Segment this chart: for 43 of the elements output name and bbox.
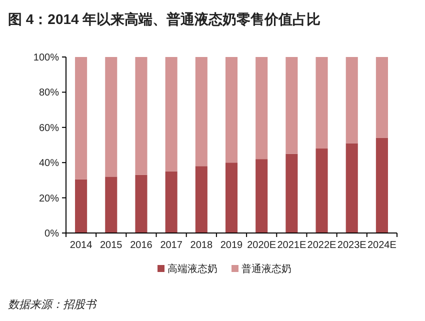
source-note: 数据来源：招股书 [8, 298, 98, 311]
bar [376, 138, 388, 233]
x-tick-label: 2020E [247, 240, 276, 251]
x-tick-label: 2024E [367, 240, 397, 251]
bar [286, 57, 298, 154]
bar [346, 57, 358, 144]
y-tick-label: 60% [38, 122, 60, 134]
bar [346, 143, 358, 233]
legend-label: 高端液态奶 [168, 263, 218, 275]
y-tick-label: 20% [38, 193, 60, 204]
x-tick-label: 2017 [160, 240, 183, 251]
x-tick-label: 2014 [70, 240, 93, 251]
bar [135, 57, 148, 175]
y-tick-label: 80% [38, 88, 60, 99]
x-tick-label: 2022E [307, 240, 337, 251]
bar [286, 154, 298, 233]
x-tick-label: 2015 [100, 240, 123, 251]
bar [135, 174, 148, 233]
bar [316, 148, 328, 233]
bar [75, 57, 88, 180]
x-tick-label: 2019 [220, 240, 244, 251]
bar [225, 57, 238, 163]
bar [256, 57, 268, 160]
legend-label: 普通液态奶 [242, 263, 292, 275]
chart-title: 图 4：2014 年以来高端、普通液态奶零售价值占比 [8, 11, 321, 27]
y-tick-label: 0% [44, 228, 60, 240]
bar [165, 57, 178, 172]
x-tick-label: 2018 [190, 240, 213, 251]
bar [195, 166, 208, 233]
bar [105, 57, 118, 177]
bar [316, 57, 328, 149]
bar [376, 57, 388, 138]
y-tick-label: 40% [38, 158, 60, 170]
bar [105, 176, 118, 233]
x-tick-label: 2016 [130, 240, 153, 251]
y-tick-label: 100% [33, 52, 60, 64]
x-tick-label: 2023E [337, 240, 367, 251]
bar [195, 57, 208, 166]
bar [75, 179, 88, 233]
bar [256, 159, 268, 233]
bar [165, 171, 178, 233]
bar [225, 162, 238, 233]
x-tick-label: 2021E [277, 240, 306, 251]
